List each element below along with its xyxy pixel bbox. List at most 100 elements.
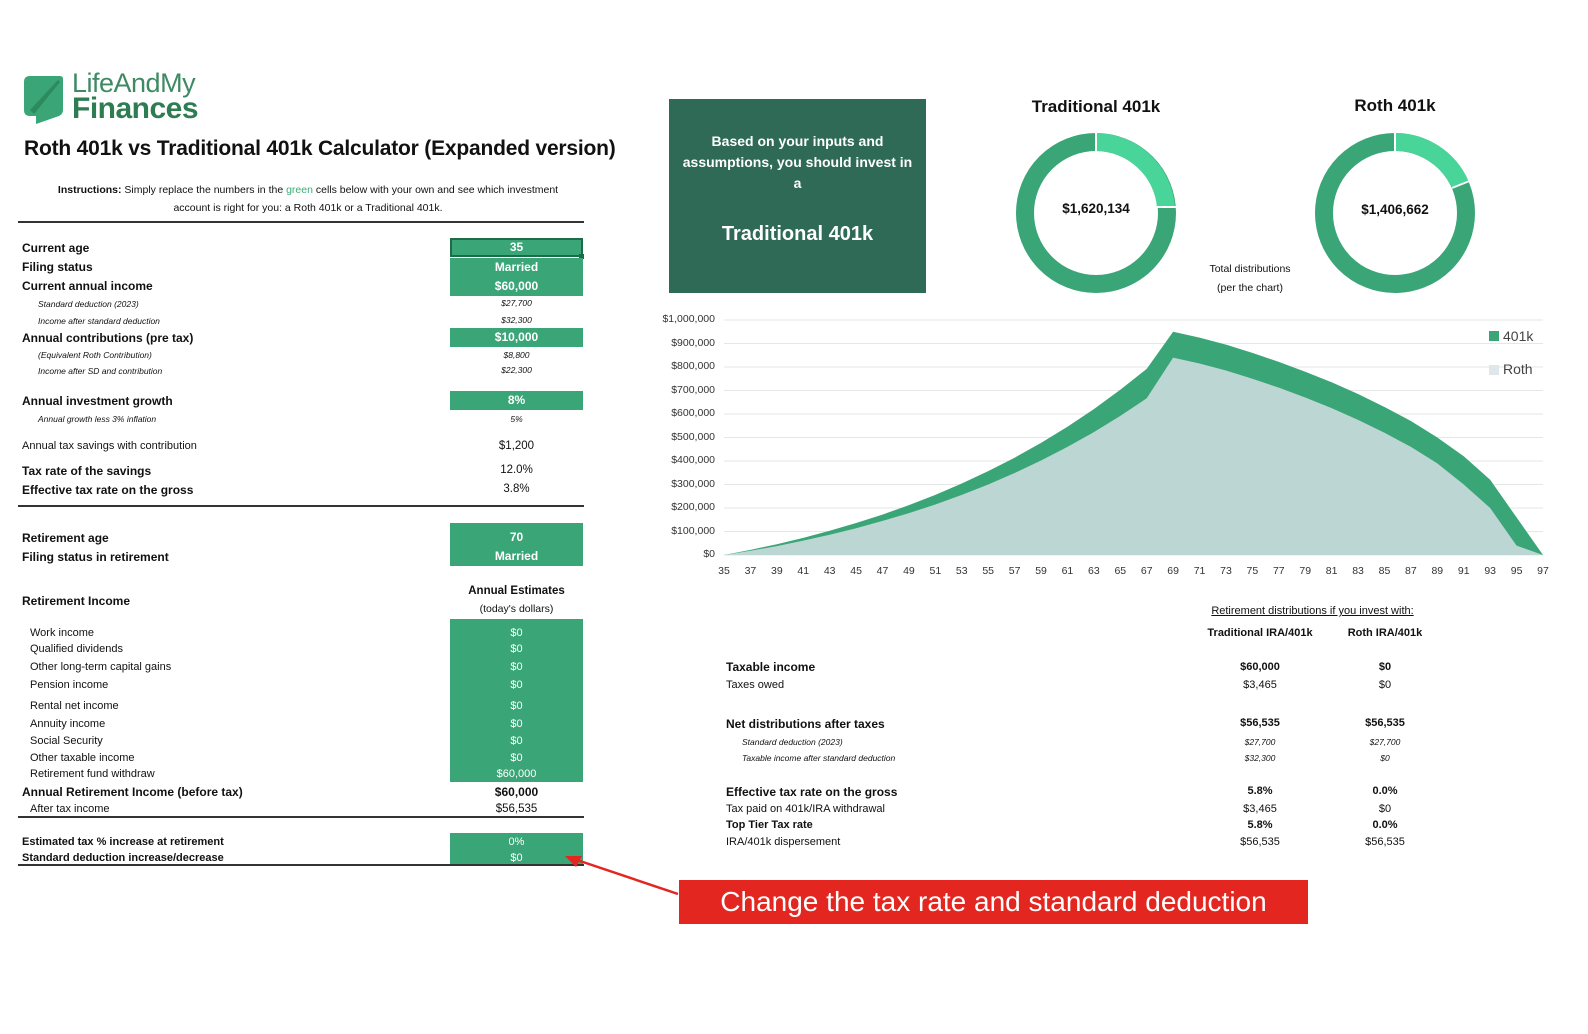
- legend-label-401k: 401k: [1503, 328, 1534, 344]
- pension-income-label: Pension income: [30, 679, 109, 691]
- callout-arrow-line: [573, 857, 679, 896]
- donut-note-line1: Total distributions: [1209, 263, 1291, 275]
- instructions-text-2: cells below with your own and see which …: [312, 184, 559, 196]
- annual-contrib-label: Annual contributions (pre tax): [22, 331, 194, 345]
- equiv-roth-label: (Equivalent Roth Contribution): [38, 350, 152, 360]
- dist-taxable-after-sd-trad: $32,300: [1244, 753, 1276, 763]
- x-tick-label: 35: [718, 565, 730, 577]
- retirement-age-input[interactable]: 70: [450, 523, 583, 546]
- logo-wordmark: LifeAndMy Finances: [72, 68, 199, 124]
- sd-change-input[interactable]: $0: [510, 852, 523, 864]
- qualified-dividends-label: Qualified dividends: [30, 643, 123, 655]
- dist-net-label: Net distributions after taxes: [726, 717, 885, 731]
- social-security-label: Social Security: [30, 735, 103, 747]
- tax-increase-input[interactable]: 0%: [508, 836, 525, 848]
- dist-std-deduction-trad: $27,700: [1244, 737, 1276, 747]
- income-after-sd-value: $32,300: [501, 315, 532, 325]
- tax-rate-savings-label: Tax rate of the savings: [22, 464, 152, 478]
- current-age-input[interactable]: 35: [450, 238, 583, 257]
- work-income-input[interactable]: $0: [510, 627, 523, 639]
- fund-withdraw-label: Retirement fund withdraw: [30, 768, 155, 780]
- dist-top-tier-label: Top Tier Tax rate: [726, 819, 813, 831]
- growth-less-inflation-value: 5%: [510, 414, 523, 424]
- other-taxable-label: Other taxable income: [30, 752, 135, 764]
- current-income-input[interactable]: $60,000: [450, 277, 583, 296]
- social-security-input[interactable]: $0: [510, 735, 523, 747]
- x-tick-label: 53: [955, 565, 968, 577]
- instructions-line2: account is right for you: a Roth 401k or…: [173, 202, 443, 214]
- instructions: Instructions: Simply replace the numbers…: [28, 181, 588, 217]
- income-after-sd-contrib-label: Income after SD and contribution: [38, 366, 163, 376]
- x-tick-label: 67: [1140, 565, 1153, 577]
- traditional-donut-segment: [1095, 133, 1175, 209]
- x-tick-label: 83: [1352, 565, 1364, 577]
- dist-taxable-after-sd-roth: $0: [1380, 753, 1390, 763]
- roth-donut-segment: [1394, 132, 1469, 188]
- x-tick-label: 65: [1114, 565, 1127, 577]
- y-tick-label: $200,000: [671, 501, 715, 513]
- page-title: Roth 401k vs Traditional 401k Calculator…: [24, 137, 616, 160]
- dist-top-tier-roth: 0.0%: [1372, 819, 1398, 831]
- logo-line1: LifeAndMy: [72, 68, 196, 98]
- dist-taxable-after-sd-label: Taxable income after standard deduction: [742, 753, 896, 763]
- filing-status-ret-label: Filing status in retirement: [22, 550, 169, 564]
- x-tick-label: 37: [744, 565, 757, 577]
- rental-income-input[interactable]: $0: [510, 700, 523, 712]
- col-roth-header: Roth IRA/401k: [1347, 627, 1423, 639]
- dist-net-roth: $56,535: [1365, 717, 1405, 729]
- x-tick-label: 95: [1510, 565, 1523, 577]
- fund-withdraw-input[interactable]: $60,000: [496, 768, 537, 780]
- equiv-roth-value: $8,800: [503, 350, 530, 360]
- donut-note: Total distributions (per the chart): [1190, 260, 1310, 298]
- growth-input[interactable]: 8%: [450, 391, 583, 410]
- x-tick-label: 39: [770, 565, 783, 577]
- instructions-green-word: green: [286, 184, 313, 196]
- x-tick-label: 77: [1272, 565, 1285, 577]
- divider: [18, 864, 584, 866]
- adjustments-input-block: [450, 833, 583, 864]
- x-tick-label: 79: [1299, 565, 1312, 577]
- x-tick-label: 93: [1484, 565, 1496, 577]
- dist-top-tier-trad: 5.8%: [1247, 819, 1273, 831]
- pension-income-input[interactable]: $0: [510, 679, 523, 691]
- legend-swatch-roth: [1489, 365, 1499, 375]
- y-tick-label: $600,000: [671, 407, 715, 419]
- y-tick-label: $500,000: [671, 430, 715, 443]
- y-tick-label: $1,000,000: [662, 313, 715, 325]
- filing-status-ret-input[interactable]: Married: [450, 546, 583, 566]
- x-tick-label: 85: [1378, 565, 1391, 577]
- divider: [18, 505, 584, 507]
- dist-taxes-owed-roth: $0: [1378, 679, 1392, 691]
- traditional-donut-title: Traditional 401k: [1031, 97, 1161, 116]
- qualified-dividends-input[interactable]: $0: [510, 643, 523, 655]
- dist-taxable-income-trad: $60,000: [1240, 661, 1280, 673]
- tax-increase-label: Estimated tax % increase at retirement: [22, 836, 224, 848]
- roth-donut-value: $1,406,662: [1361, 202, 1429, 217]
- dist-tax-paid-trad: $3,465: [1243, 803, 1277, 815]
- dist-taxes-owed-trad: $3,465: [1243, 679, 1277, 691]
- dist-effective-rate-label: Effective tax rate on the gross: [726, 785, 898, 799]
- x-tick-label: 57: [1008, 565, 1021, 577]
- dist-net-trad: $56,535: [1240, 717, 1280, 729]
- donut-divider: [1451, 179, 1473, 189]
- annual-contrib-input[interactable]: $10,000: [450, 328, 583, 347]
- chart-gridlines: [724, 319, 1543, 556]
- income-after-sd-contrib-value: $22,300: [501, 365, 532, 375]
- annual-estimates-header: Annual Estimates: [468, 585, 565, 597]
- annuity-income-input[interactable]: $0: [510, 718, 523, 730]
- callout-arrow: [565, 856, 679, 896]
- x-tick-label: 81: [1325, 565, 1338, 577]
- cell-fill-handle[interactable]: [579, 254, 584, 259]
- y-tick-label: $300,000: [671, 477, 715, 490]
- capital-gains-input[interactable]: $0: [510, 661, 523, 673]
- filing-status-input[interactable]: Married: [450, 258, 583, 277]
- traditional-donut: [1016, 133, 1176, 293]
- dist-taxable-income-label: Taxable income: [726, 660, 816, 674]
- retirement-income-heading: Retirement Income: [22, 594, 131, 608]
- income-after-sd-label: Income after standard deduction: [38, 316, 160, 326]
- dist-effective-rate-roth: 0.0%: [1372, 785, 1398, 797]
- x-tick-label: 49: [903, 565, 915, 577]
- work-income-label: Work income: [30, 627, 94, 639]
- divider: [18, 221, 584, 223]
- other-taxable-input[interactable]: $0: [510, 752, 523, 764]
